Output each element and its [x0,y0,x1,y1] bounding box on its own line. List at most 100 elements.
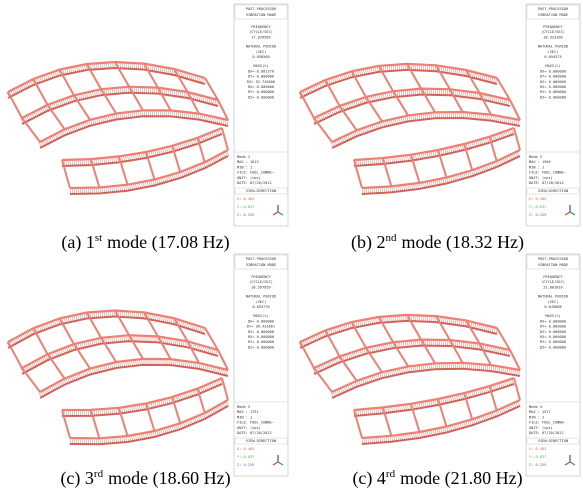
legend-text: RX= 0.000000 [248,85,274,89]
panel: POST-PROCESSOR VIBRATION MODE FREQUENCY(CY… [0,250,291,482]
caption-label: (b) 2 [351,232,386,252]
caption-text: mode (21.80 Hz) [400,468,522,488]
legend-info: MIN : 1 [529,165,544,169]
legend-text: NATURAL PERIOD [246,45,276,49]
legend-text: RZ= 0.000000 [540,80,566,84]
legend-text: DX= 0.000000 [540,69,566,73]
legend-text: 18.597859 [251,285,270,289]
frame-rung [354,160,362,188]
view-axis: X: 0.483 [529,447,546,451]
frame-rung [218,100,228,120]
frame-rail [332,112,520,142]
frame-rung [62,410,70,438]
legend-header-text: POST-PROCESSOR [246,257,277,261]
legend-text: DZ= 0.000000 [248,345,274,349]
caption-ordinal: nd [386,232,397,244]
frame-rung [510,350,520,370]
legend-text: RZ= 52.745800 [247,80,275,84]
legend-info: DATE: 07/20/2012 [529,431,564,435]
legend-text: RY= 0.000000 [540,340,566,344]
legend-text: DX= 0.001270 [248,69,274,73]
legend-text: DX= 0.000000 [540,319,566,323]
legend-text: 0.045868 [544,305,561,309]
view-direction: VIEW-DIRECTION [246,439,276,443]
frame-rung [87,312,101,337]
frame-rung [8,342,22,368]
legend-text: (CYCLE/SEC) [249,30,273,34]
legend-text: (CYCLE/SEC) [249,280,273,284]
legend-header-text: VIBRATION MODE [246,263,276,267]
frame-hatch [62,381,222,413]
legend-text: DY= 0.000000 [248,75,274,79]
legend-text: FREQUENCY [543,275,563,279]
caption: (c) 4rd mode (21.80 Hz) [292,468,583,489]
legend-info: MIN : 1 [529,415,544,419]
legend-info: FILE: FOOL_CONNE~ [529,421,567,425]
legend-text: MASS(%) [253,64,268,68]
frame-rung [421,340,435,364]
legend-info: FILE: FOOL_CONNE~ [529,171,567,175]
frame-model [8,310,228,444]
panel-graphic: POST-PROCESSOR VIBRATION MODE FREQUENCY(CY… [292,0,583,232]
legend-info: Mode 3 [237,405,250,409]
legend-header-text: POST-PROCESSOR [538,257,569,261]
panel: POST-PROCESSORVIBRATION MODEFREQUENCY(CY… [0,0,291,232]
frame-rung [450,340,463,363]
legend-info: FILE: FOOL_CONNE~ [237,421,275,425]
legend-text: FREQUENCY [251,275,271,279]
legend-info: UNIT: (cps) [237,426,261,430]
view-axis: Y:-0.837 [529,205,546,209]
legend-text: DZ= 0.000000 [540,95,566,99]
legend-text: FREQUENCY [543,25,563,29]
legend-info: Mode 4 [529,405,542,409]
frame-rung [407,64,421,89]
legend-info: FILE: FOOL_CONNE~ [237,171,275,175]
legend-info: MAX : 1517 [529,410,551,414]
frame-rung [436,65,450,89]
panel: POST-PROCESSOR VIBRATION MODE FREQUENCY(CY… [292,250,583,482]
legend-info: UNIT: (cps) [237,176,261,180]
legend-text: (CYCLE/SEC) [541,280,565,284]
caption-ordinal: rd [386,468,395,480]
legend-info: MAX : 1791 [237,410,259,414]
view-axis: Z: 0.259 [529,463,546,467]
view-axis: X: 0.483 [237,197,254,201]
frame-rung [22,118,40,142]
view-axis: Y:-0.837 [529,455,546,459]
frame-rung [300,92,314,118]
legend-text: (SEC) [256,50,267,54]
frame-rung [222,378,228,400]
panel-graphic: POST-PROCESSOR VIBRATION MODE FREQUENCY(CY… [0,250,291,482]
figure: POST-PROCESSORVIBRATION MODEFREQUENCY(CY… [0,0,583,496]
legend-text: (SEC) [256,300,267,304]
view-axis: X: 0.483 [237,447,254,451]
legend-text: MASS(%) [253,314,268,318]
frame-rung [91,159,100,187]
view-axis: X: 0.483 [529,197,546,201]
legend-text: DY= 0.000000 [540,325,566,329]
caption-label: (c) 4 [352,468,385,488]
legend-header-text: VIBRATION MODE [538,263,568,267]
legend-text: MASS(%) [545,314,560,318]
caption-ordinal: rd [94,468,103,480]
legend-text: RX= 0.000000 [248,335,274,339]
caption-text: mode (17.08 Hz) [107,232,229,252]
legend-text: DZ= 0.000000 [540,345,566,349]
legend-text: RY= 0.000000 [540,90,566,94]
frame-model [300,315,520,444]
legend-text: (CYCLE/SEC) [541,30,565,34]
legend-text: 21.801816 [543,285,562,289]
caption-ordinal: st [95,232,102,244]
legend-header-text: POST-PROCESSOR [246,7,277,11]
panel: POST-PROCESSOR VIBRATION MODE FREQUENCY(CY… [292,0,583,232]
frame-model [300,64,520,194]
frame-rung [514,378,520,400]
frame-rung [222,128,228,150]
frame-rung [510,100,520,120]
frame-rung [450,89,463,112]
legend-header-text: POST-PROCESSOR [538,7,569,11]
view-axis: Z: 0.259 [237,213,254,217]
legend-header-text: VIBRATION MODE [538,13,568,17]
legend-text: RX= 0.000000 [540,335,566,339]
